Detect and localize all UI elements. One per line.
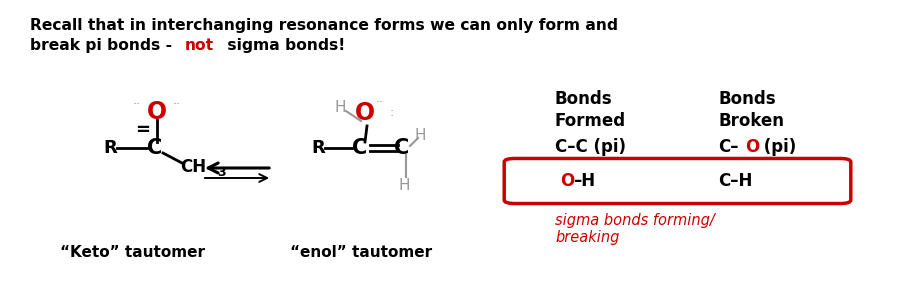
Text: “enol” tautomer: “enol” tautomer — [290, 245, 432, 260]
Text: not: not — [185, 38, 214, 53]
Text: C–C (pi): C–C (pi) — [555, 138, 626, 156]
Text: Bonds
Formed: Bonds Formed — [555, 90, 626, 130]
Text: –H: –H — [573, 172, 595, 190]
Text: R: R — [104, 139, 117, 157]
Text: sigma bonds forming/: sigma bonds forming/ — [555, 213, 715, 228]
Text: :: : — [390, 106, 394, 119]
Text: C: C — [394, 138, 410, 158]
Text: CH: CH — [180, 158, 206, 176]
Text: sigma bonds!: sigma bonds! — [222, 38, 346, 53]
Text: ··: ·· — [133, 98, 141, 111]
Text: R: R — [311, 139, 325, 157]
Text: O: O — [147, 100, 167, 124]
Text: =: = — [136, 121, 150, 139]
Text: O: O — [745, 138, 760, 156]
Text: Bonds
Broken: Bonds Broken — [718, 90, 784, 130]
Text: C–: C– — [718, 138, 739, 156]
Text: (pi): (pi) — [758, 138, 796, 156]
Text: Recall that in interchanging resonance forms we can only form and: Recall that in interchanging resonance f… — [30, 18, 618, 33]
Text: O: O — [355, 101, 375, 125]
Text: O: O — [560, 172, 574, 190]
Text: 3: 3 — [217, 166, 226, 178]
Text: “Keto” tautomer: “Keto” tautomer — [60, 245, 205, 260]
FancyBboxPatch shape — [504, 158, 850, 203]
Text: H: H — [334, 101, 346, 116]
Text: ··: ·· — [173, 98, 181, 111]
Text: C: C — [148, 138, 163, 158]
Text: H: H — [398, 178, 410, 193]
Text: ··: ·· — [376, 96, 384, 109]
Text: C: C — [353, 138, 367, 158]
Text: H: H — [414, 128, 426, 143]
Text: breaking: breaking — [555, 230, 619, 245]
Text: break pi bonds -: break pi bonds - — [30, 38, 177, 53]
Text: C–H: C–H — [718, 172, 752, 190]
